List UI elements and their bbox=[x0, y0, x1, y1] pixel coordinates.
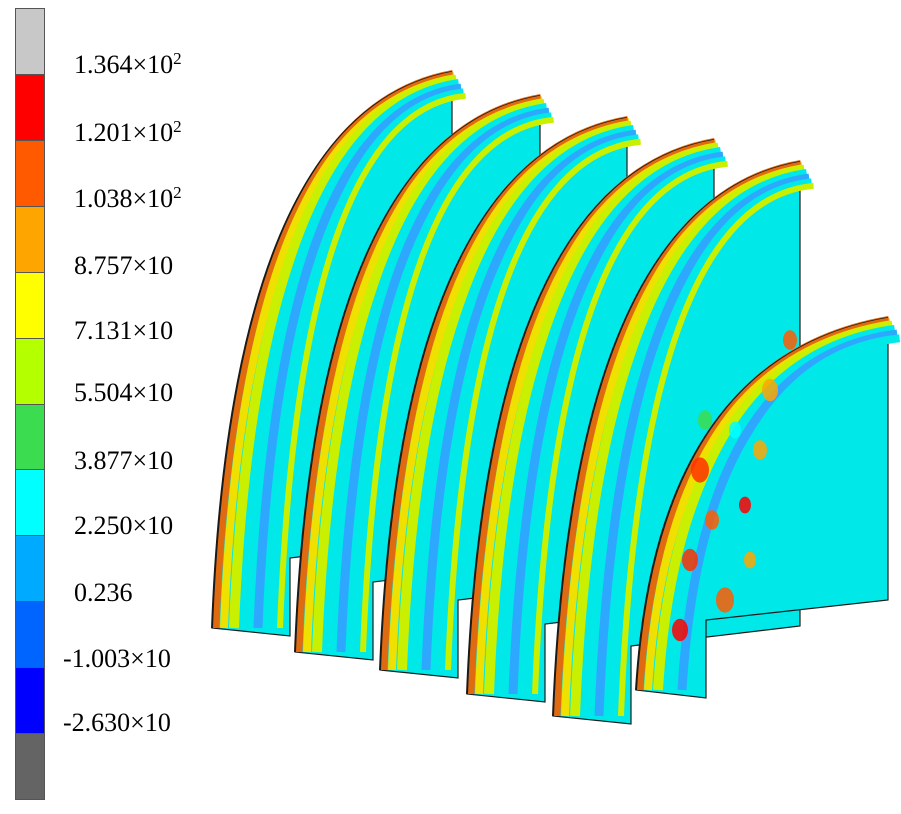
legend-tick-exponent: 2 bbox=[173, 49, 182, 68]
legend-tick-value: 8.757×10 bbox=[74, 251, 174, 280]
legend-tick-value: 1.038×10 bbox=[74, 184, 174, 213]
contour-band bbox=[445, 138, 641, 671]
contour-band bbox=[277, 92, 466, 629]
plate-rim-highlight bbox=[296, 95, 541, 653]
contour-band bbox=[312, 98, 546, 653]
plate-rim-highlight bbox=[637, 317, 889, 691]
legend-color-segment bbox=[16, 74, 44, 141]
legend-tick-value: 0.236 bbox=[74, 578, 133, 607]
legend-tick-label: -1.003×10 bbox=[63, 646, 171, 672]
legend-tick-exponent: 2 bbox=[173, 183, 182, 202]
legend-color-segment bbox=[16, 470, 44, 537]
contour-band bbox=[521, 156, 727, 695]
legend-tick-exponent: 2 bbox=[173, 117, 182, 136]
contour-band bbox=[421, 129, 637, 671]
legend-color-segment bbox=[16, 9, 44, 75]
contour-band bbox=[607, 178, 813, 717]
contour-band bbox=[266, 88, 465, 629]
contour-band bbox=[496, 146, 722, 695]
contour-band bbox=[618, 182, 814, 717]
legend-color-segment bbox=[16, 404, 44, 471]
legend-tick-value: 2.250×10 bbox=[74, 511, 174, 540]
hot-spot bbox=[672, 618, 688, 642]
legend-tick-label: 7.131×10 bbox=[74, 318, 173, 344]
hot-spot bbox=[698, 410, 712, 430]
hot-spot bbox=[729, 421, 741, 439]
legend-tick-value: 1.364×10 bbox=[74, 50, 174, 79]
hot-spot bbox=[739, 496, 751, 514]
contour-band bbox=[508, 151, 724, 695]
contour-band bbox=[324, 102, 548, 653]
legend-color-segment bbox=[16, 536, 44, 603]
legend-tick-value: -2.630×10 bbox=[63, 708, 171, 737]
legend-tick-label: 1.201×102 bbox=[74, 117, 182, 147]
legend-color-segment bbox=[16, 140, 44, 207]
hot-spot bbox=[691, 457, 709, 483]
contour-band bbox=[397, 120, 633, 671]
legend-color-segment bbox=[16, 668, 44, 735]
legend-tick-label: 1.364×102 bbox=[74, 49, 182, 79]
hot-spot bbox=[762, 378, 778, 402]
legend-tick-value: -1.003×10 bbox=[63, 644, 171, 673]
plate-rim-highlight bbox=[213, 71, 453, 629]
contour-band bbox=[434, 134, 640, 671]
legend-tick-value: 5.504×10 bbox=[74, 378, 174, 407]
legend-tick-label: 0.236 bbox=[74, 580, 133, 606]
legend-color-segment bbox=[16, 602, 44, 669]
legend-tick-label: 8.757×10 bbox=[74, 253, 173, 279]
legend-tick-label: 2.250×10 bbox=[74, 513, 173, 539]
plate-rim-highlight bbox=[381, 117, 628, 671]
contour-band bbox=[336, 107, 550, 653]
legend-color-segment bbox=[16, 734, 44, 800]
legend-tick-value: 1.201×10 bbox=[74, 118, 174, 147]
legend-tick-label: 1.038×102 bbox=[74, 183, 182, 213]
contour-band bbox=[690, 334, 901, 691]
color-legend-bar bbox=[15, 8, 45, 800]
contour-band bbox=[594, 173, 810, 717]
contour-band bbox=[582, 168, 808, 717]
legend-tick-label: 3.877×10 bbox=[74, 448, 173, 474]
legend-color-segment bbox=[16, 206, 44, 273]
contour-band bbox=[532, 160, 728, 695]
hot-spot bbox=[682, 548, 698, 572]
plate-rim-highlight bbox=[468, 139, 715, 695]
contour-band bbox=[570, 164, 806, 717]
contour-band bbox=[229, 74, 458, 629]
hot-spot bbox=[705, 510, 719, 530]
contour-band bbox=[360, 116, 554, 653]
legend-color-segment bbox=[16, 338, 44, 405]
contour-band bbox=[349, 112, 553, 653]
contour-band bbox=[241, 78, 460, 629]
legend-tick-label: 5.504×10 bbox=[74, 380, 173, 406]
hot-spot bbox=[753, 440, 767, 460]
contour-band bbox=[677, 329, 898, 691]
hot-spot bbox=[744, 551, 756, 569]
plate-rim-highlight bbox=[554, 161, 801, 717]
contour-band bbox=[409, 124, 635, 671]
legend-tick-value: 3.877×10 bbox=[74, 446, 174, 475]
hot-spot bbox=[783, 330, 797, 350]
contour-band bbox=[484, 142, 720, 695]
legend-tick-label: -2.630×10 bbox=[63, 710, 171, 736]
legend-color-segment bbox=[16, 272, 44, 339]
contour-band bbox=[253, 83, 462, 629]
legend-tick-value: 7.131×10 bbox=[74, 316, 174, 345]
hot-spot bbox=[716, 587, 734, 613]
